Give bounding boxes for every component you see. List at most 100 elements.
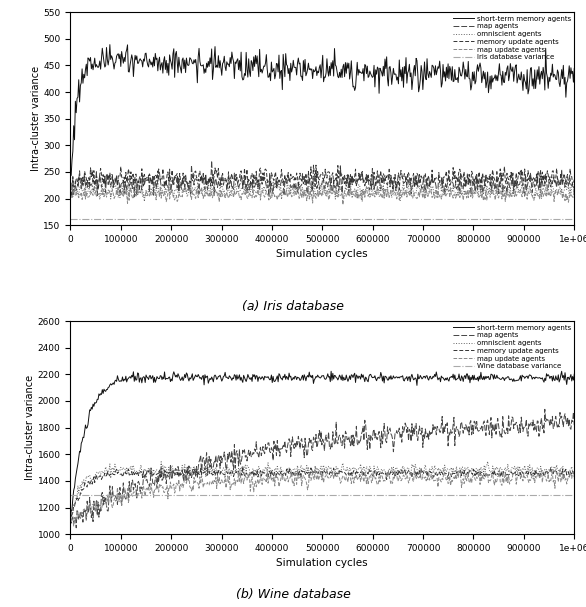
map update agents <box>69 179 76 186</box>
Line: short-term memory agents: short-term memory agents <box>70 371 574 518</box>
Line: omniscient agents: omniscient agents <box>70 461 574 520</box>
map update agents <box>296 475 303 482</box>
memory update agents <box>364 172 372 179</box>
omniscient agents <box>563 175 570 182</box>
Wine database variance <box>67 491 74 498</box>
omniscient agents <box>447 466 454 473</box>
map update agents <box>448 191 455 198</box>
Legend: short-term memory agents, map agents, omniscient agents, memory update agents, m: short-term memory agents, map agents, om… <box>452 14 572 62</box>
map update agents <box>571 186 578 193</box>
map update agents <box>571 474 578 481</box>
short-term memory agents <box>197 62 205 69</box>
short-term memory agents <box>571 65 578 72</box>
Line: map update agents: map update agents <box>70 466 574 526</box>
map agents <box>197 452 205 459</box>
short-term memory agents <box>364 74 372 81</box>
map agents <box>448 177 455 185</box>
map update agents <box>405 480 412 487</box>
short-term memory agents <box>447 66 454 73</box>
map agents <box>208 157 215 164</box>
omniscient agents <box>196 469 203 476</box>
omniscient agents <box>364 186 372 194</box>
memory update agents <box>364 470 372 478</box>
omniscient agents <box>571 475 578 482</box>
memory update agents <box>405 169 412 177</box>
map update agents <box>405 189 412 196</box>
Line: short-term memory agents: short-term memory agents <box>70 45 574 176</box>
short-term memory agents <box>106 41 113 49</box>
map agents <box>73 524 80 532</box>
map agents <box>404 424 411 431</box>
omniscient agents <box>447 183 454 191</box>
Iris database variance <box>67 215 74 222</box>
map agents <box>571 421 578 429</box>
memory update agents <box>295 183 302 191</box>
Iris database variance <box>67 215 74 222</box>
map update agents <box>339 201 346 208</box>
map agents <box>69 194 76 201</box>
omniscient agents <box>364 464 371 472</box>
memory update agents <box>393 186 400 194</box>
map agents <box>366 185 373 192</box>
map agents <box>197 177 205 184</box>
Line: map agents: map agents <box>70 409 574 528</box>
map agents <box>405 178 412 186</box>
memory update agents <box>310 161 317 169</box>
map update agents <box>448 476 455 483</box>
Line: map update agents: map update agents <box>70 183 574 205</box>
memory update agents <box>196 168 203 175</box>
Line: memory update agents: memory update agents <box>70 466 574 522</box>
Line: map agents: map agents <box>70 161 574 197</box>
map agents <box>571 188 578 195</box>
short-term memory agents <box>296 60 303 67</box>
map update agents <box>312 463 319 470</box>
short-term memory agents <box>157 66 164 73</box>
omniscient agents <box>295 190 302 197</box>
map update agents <box>296 195 303 202</box>
memory update agents <box>404 469 411 476</box>
short-term memory agents <box>67 514 74 521</box>
Line: memory update agents: memory update agents <box>70 165 574 190</box>
map update agents <box>366 475 373 482</box>
short-term memory agents <box>67 172 74 180</box>
memory update agents <box>67 518 74 526</box>
Y-axis label: Intra-cluster variance: Intra-cluster variance <box>25 375 35 480</box>
omniscient agents <box>156 189 163 196</box>
omniscient agents <box>571 190 578 197</box>
map agents <box>157 473 164 481</box>
short-term memory agents <box>447 373 454 381</box>
map agents <box>364 433 372 440</box>
short-term memory agents <box>364 378 372 385</box>
omniscient agents <box>67 178 74 185</box>
Legend: short-term memory agents, map agents, omniscient agents, memory update agents, m: short-term memory agents, map agents, om… <box>452 323 572 371</box>
short-term memory agents <box>404 69 411 76</box>
short-term memory agents <box>404 377 411 384</box>
map agents <box>67 186 74 194</box>
omniscient agents <box>359 198 366 205</box>
memory update agents <box>448 177 455 184</box>
short-term memory agents <box>295 374 302 381</box>
map agents <box>67 507 74 514</box>
memory update agents <box>239 463 246 470</box>
memory update agents <box>156 175 163 182</box>
map agents <box>541 405 548 413</box>
memory update agents <box>447 470 454 477</box>
omniscient agents <box>484 458 491 465</box>
map update agents <box>157 483 164 490</box>
map agents <box>447 426 454 433</box>
short-term memory agents <box>156 375 163 382</box>
X-axis label: Simulation cycles: Simulation cycles <box>277 249 368 259</box>
map update agents <box>157 183 164 190</box>
map agents <box>297 183 304 190</box>
Y-axis label: Intra-cluster variance: Intra-cluster variance <box>30 66 40 171</box>
short-term memory agents <box>328 368 335 375</box>
memory update agents <box>67 184 74 191</box>
omniscient agents <box>196 187 203 194</box>
omniscient agents <box>67 516 74 523</box>
X-axis label: Simulation cycles: Simulation cycles <box>277 558 368 568</box>
omniscient agents <box>404 184 411 191</box>
map update agents <box>67 183 74 190</box>
memory update agents <box>571 471 578 478</box>
memory update agents <box>196 470 203 478</box>
omniscient agents <box>403 466 410 473</box>
